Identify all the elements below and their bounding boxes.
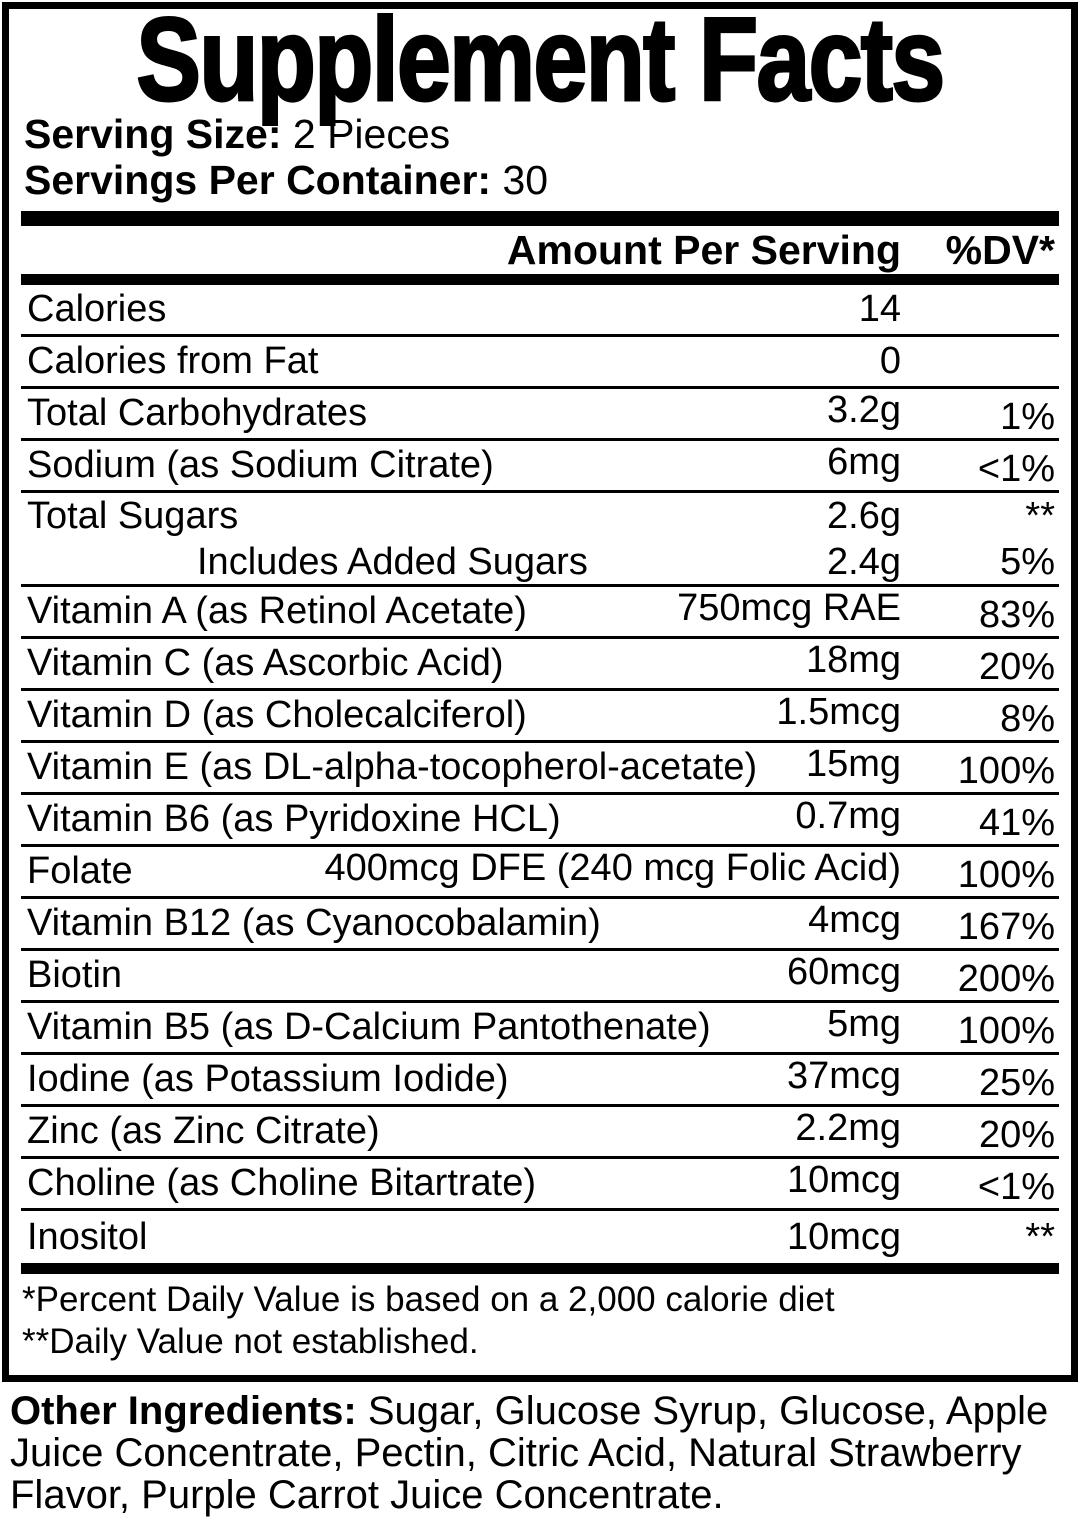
nutrient-row: Vitamin B6 (as Pyridoxine HCL) 0.7mg 41% [21, 795, 1059, 847]
nutrient-row: Vitamin B5 (as D-Calcium Pantothenate) 5… [21, 1003, 1059, 1055]
nutrient-row: Iodine (as Potassium Iodide) 37mcg 25% [21, 1055, 1059, 1107]
nutrient-amount: 6mg [827, 441, 901, 483]
nutrient-row: Total Carbohydrates 3.2g 1% [21, 389, 1059, 441]
nutrient-name: Folate [27, 850, 133, 892]
nutrient-name: Total Sugars [27, 495, 239, 537]
nutrient-dv: 20% [978, 1114, 1055, 1156]
nutrient-amount: 5mg [827, 1003, 901, 1045]
nutrient-name: Vitamin B5 (as D-Calcium Pantothenate) [27, 1006, 711, 1048]
nutrient-amount: 10mcg [786, 1159, 901, 1201]
nutrient-name: Iodine (as Potassium Iodide) [27, 1058, 509, 1100]
nutrient-amount: 2.4g [827, 540, 901, 583]
panel-title: Supplement Facts [135, 0, 946, 126]
nutrient-amount: 0.7mg [795, 795, 901, 837]
nutrient-name: Zinc (as Zinc Citrate) [27, 1110, 380, 1152]
nutrient-name: Calories from Fat [27, 340, 319, 382]
nutrient-amount: 3.2g [827, 389, 901, 431]
nutrient-amount: 0 [879, 340, 901, 382]
nutrient-name: Vitamin B12 (as Cyanocobalamin) [27, 902, 601, 944]
nutrient-dv: 41% [978, 802, 1055, 844]
nutrient-rows: Calories 14 Calories from Fat 0 Total Ca… [21, 285, 1059, 1263]
nutrient-row: Zinc (as Zinc Citrate) 2.2mg 20% [21, 1107, 1059, 1159]
nutrient-dv: 167% [957, 906, 1055, 948]
footnote-dv-not-established: **Daily Value not established. [22, 1322, 479, 1361]
nutrient-dv: 8% [1000, 698, 1055, 740]
nutrient-amount: 750mcg RAE [677, 587, 901, 629]
other-ingredients: Other Ingredients: Sugar, Glucose Syrup,… [10, 1390, 1062, 1516]
supplement-facts-panel: Supplement Facts Serving Size: 2 Pieces … [2, 0, 1078, 1382]
nutrient-row: Vitamin C (as Ascorbic Acid) 18mg 20% [21, 639, 1059, 691]
nutrient-name: Choline (as Choline Bitartrate) [27, 1162, 537, 1204]
nutrient-amount: 60mcg [786, 951, 901, 993]
nutrient-name: Vitamin D (as Cholecalciferol) [27, 694, 527, 736]
nutrient-name: Vitamin E (as DL-alpha-tocopherol-acetat… [27, 746, 758, 788]
nutrient-row: Inositol 10mcg ** [21, 1211, 1059, 1263]
nutrient-dv: ** [1025, 495, 1055, 537]
serving-size-line: Serving Size: 2 Pieces [24, 111, 1071, 157]
nutrient-name: Vitamin A (as Retinol Acetate) [27, 590, 527, 632]
footnotes: *Percent Daily Value is based on a 2,000… [22, 1279, 1059, 1363]
servings-per-container-value: 30 [491, 157, 549, 203]
nutrient-row: Vitamin B12 (as Cyanocobalamin) 4mcg 167… [21, 899, 1059, 951]
serving-size-value: 2 Pieces [281, 111, 451, 157]
percent-dv-header: %DV* [945, 226, 1055, 273]
nutrient-dv: 20% [978, 646, 1055, 688]
nutrient-dv: 100% [957, 750, 1055, 792]
serving-info: Serving Size: 2 Pieces Servings Per Cont… [24, 111, 1071, 203]
nutrient-row: Folate 400mcg DFE (240 mcg Folic Acid) 1… [21, 847, 1059, 899]
nutrient-amount: 4mcg [808, 899, 901, 941]
nutrient-dv: 1% [1000, 396, 1055, 438]
serving-size-label: Serving Size: [24, 111, 282, 157]
nutrient-amount: 2.6g [827, 495, 901, 537]
nutrient-name: Calories [27, 288, 167, 330]
nutrient-row: Vitamin A (as Retinol Acetate) 750mcg RA… [21, 587, 1059, 639]
nutrient-row: Total Sugars 2.6g ** [21, 493, 1059, 540]
nutrient-row: Includes Added Sugars 2.4g 5% [21, 540, 1059, 587]
nutrient-name: Biotin [27, 954, 123, 996]
footnote-divider-bar [21, 1263, 1059, 1274]
nutrient-dv: 25% [978, 1062, 1055, 1104]
nutrient-name: Total Carbohydrates [27, 392, 368, 434]
nutrient-row: Vitamin D (as Cholecalciferol) 1.5mcg 8% [21, 691, 1059, 743]
nutrient-name: Sodium (as Sodium Citrate) [27, 444, 494, 486]
nutrient-name: Includes Added Sugars [197, 540, 588, 583]
nutrient-row: Biotin 60mcg 200% [21, 951, 1059, 1003]
nutrient-amount: 37mcg [786, 1055, 901, 1097]
nutrient-dv: <1% [977, 1166, 1055, 1208]
nutrient-dv: 200% [957, 958, 1055, 1000]
nutrient-row: Vitamin E (as DL-alpha-tocopherol-acetat… [21, 743, 1059, 795]
nutrient-amount: 10mcg [786, 1215, 901, 1258]
nutrient-name: Vitamin C (as Ascorbic Acid) [27, 642, 504, 684]
nutrient-row: Choline (as Choline Bitartrate) 10mcg <1… [21, 1159, 1059, 1211]
nutrient-name: Inositol [27, 1215, 148, 1258]
servings-per-container-label: Servings Per Container: [24, 157, 492, 203]
nutrient-dv: 83% [978, 594, 1055, 636]
thick-divider-bar [21, 211, 1059, 226]
nutrient-amount: 1.5mcg [776, 691, 901, 733]
footnote-percent-dv: *Percent Daily Value is based on a 2,000… [22, 1280, 835, 1319]
servings-per-container-line: Servings Per Container: 30 [24, 157, 1071, 203]
nutrient-dv: <1% [977, 448, 1055, 490]
amount-per-serving-header: Amount Per Serving [506, 226, 901, 273]
nutrient-dv: 100% [957, 1010, 1055, 1052]
nutrient-dv: 5% [1000, 540, 1055, 583]
nutrient-row: Calories from Fat 0 [21, 337, 1059, 389]
other-ingredients-label: Other Ingredients: [10, 1389, 357, 1433]
nutrient-amount: 18mg [805, 639, 901, 681]
nutrient-row: Sodium (as Sodium Citrate) 6mg <1% [21, 441, 1059, 493]
nutrient-amount: 15mg [805, 743, 901, 785]
nutrient-amount: 2.2mg [795, 1107, 901, 1149]
other-ingredients-text: Sugar, Glucose Syrup, Glucose, Apple Jui… [10, 1389, 1049, 1517]
nutrient-amount: 400mcg DFE (240 mcg Folic Acid) [324, 847, 901, 889]
nutrient-amount: 14 [858, 288, 901, 330]
nutrient-name: Vitamin B6 (as Pyridoxine HCL) [27, 798, 561, 840]
nutrient-row: Calories 14 [21, 285, 1059, 337]
nutrient-dv: ** [1025, 1215, 1055, 1258]
table-header-row: Amount Per Serving %DV* [21, 226, 1059, 285]
nutrient-table: Amount Per Serving %DV* Calories 14 Calo… [21, 226, 1059, 1274]
nutrient-dv: 100% [957, 854, 1055, 896]
